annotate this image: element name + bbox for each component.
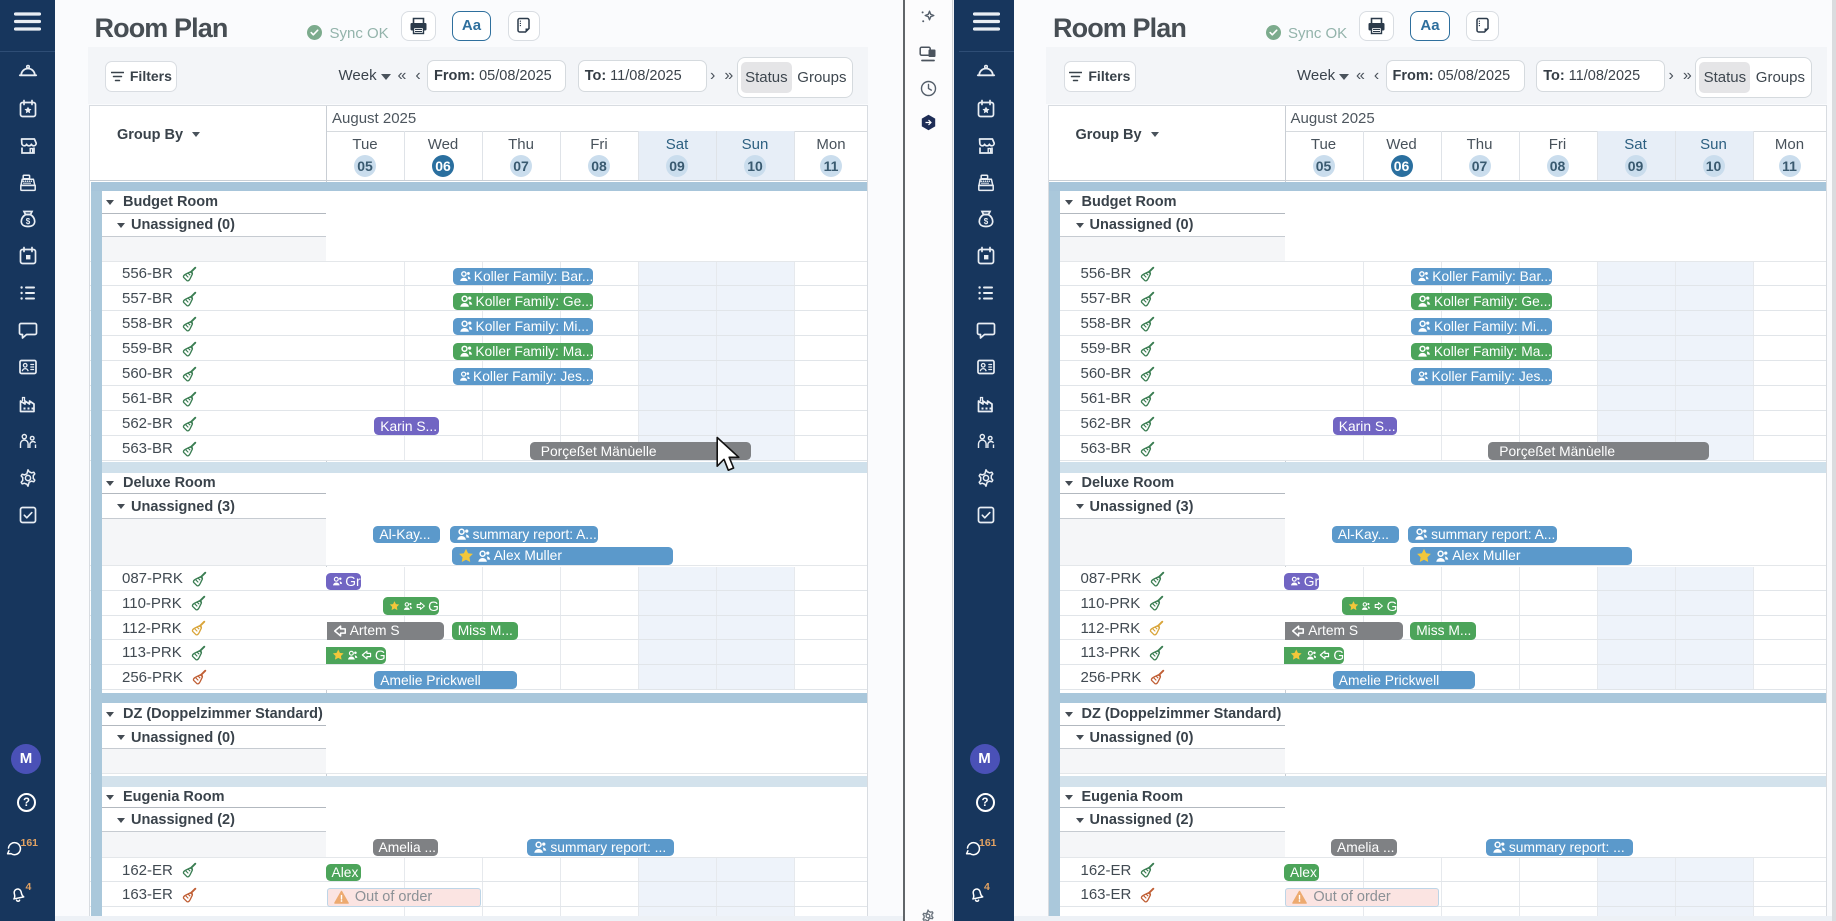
svg-text:$: $ bbox=[984, 217, 989, 226]
svg-text:$: $ bbox=[25, 217, 30, 226]
